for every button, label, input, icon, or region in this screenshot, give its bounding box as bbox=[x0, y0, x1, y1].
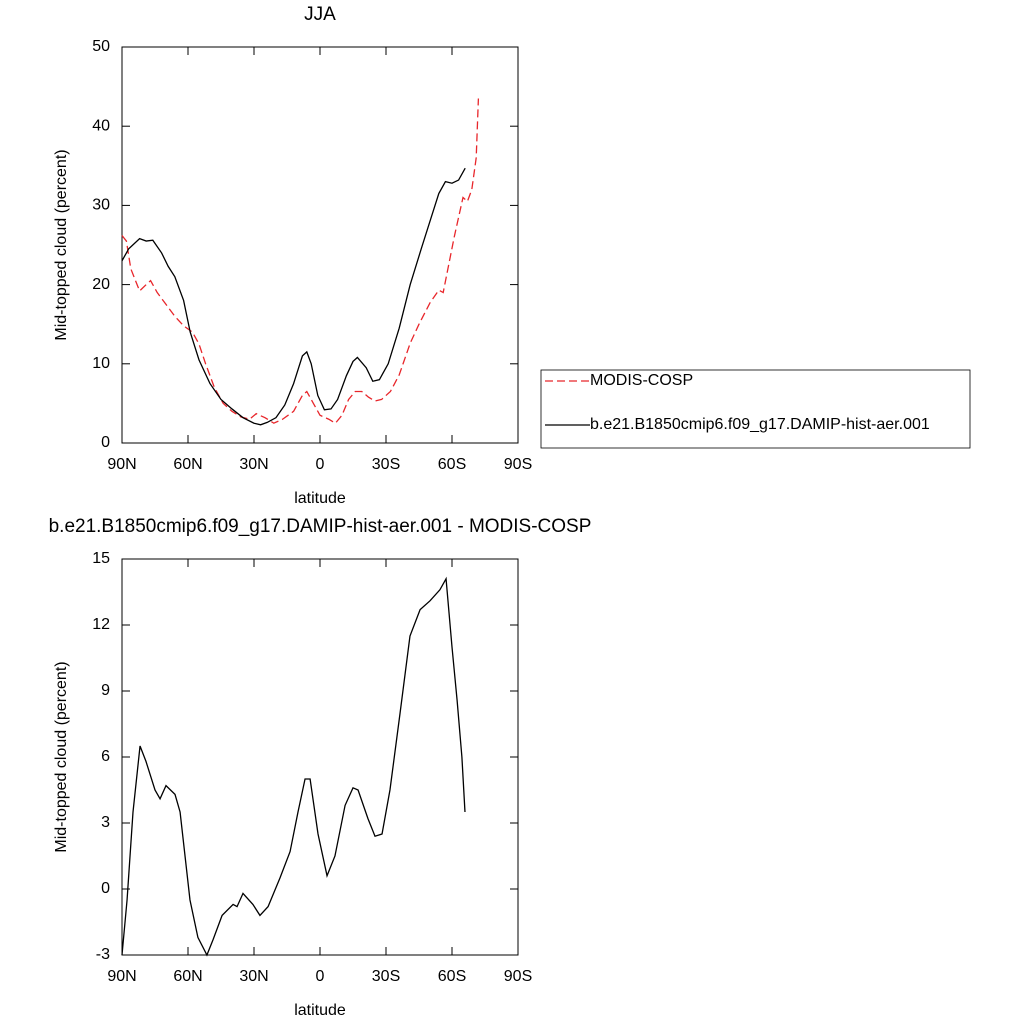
y-tick-label: 15 bbox=[92, 550, 110, 567]
legend-label: b.e21.B1850cmip6.f09_g17.DAMIP-hist-aer.… bbox=[590, 416, 930, 433]
x-axis-label: latitude bbox=[294, 490, 346, 507]
y-tick-label: 20 bbox=[92, 276, 110, 293]
x-axis-label: latitude bbox=[294, 1002, 346, 1019]
series-line bbox=[121, 576, 466, 957]
x-tick-label: 60S bbox=[438, 456, 466, 473]
legend-box bbox=[540, 369, 971, 449]
y-tick-label: 0 bbox=[101, 880, 110, 897]
plot-frame bbox=[121, 46, 519, 444]
y-tick-label: 9 bbox=[101, 682, 110, 699]
x-tick-label: 0 bbox=[316, 456, 325, 473]
y-tick-label: 3 bbox=[101, 814, 110, 831]
x-tick-label: 30S bbox=[372, 456, 400, 473]
x-tick-label: 30S bbox=[372, 968, 400, 985]
y-tick-label: 30 bbox=[92, 197, 110, 214]
legend: MODIS-COSP b.e21.B1850cmip6.f09_g17.DAMIP… bbox=[540, 369, 971, 449]
y-tick-label: -3 bbox=[96, 946, 110, 963]
plot-frame bbox=[121, 558, 519, 956]
x-tick-label: 0 bbox=[316, 968, 325, 985]
x-tick-label: 90N bbox=[107, 968, 136, 985]
y-tick-label: 12 bbox=[92, 616, 110, 633]
x-tick-label: 60S bbox=[438, 968, 466, 985]
x-tick-label: 90S bbox=[504, 456, 532, 473]
legend-label: MODIS-COSP bbox=[590, 372, 693, 389]
y-tick-label: 6 bbox=[101, 748, 110, 765]
y-tick-label: 40 bbox=[92, 117, 110, 134]
series-line bbox=[121, 167, 466, 426]
panel: JJA latitude Mid-topped cloud (percent) 90N… bbox=[53, 4, 971, 507]
x-tick-label: 60N bbox=[173, 968, 202, 985]
y-tick-label: 10 bbox=[92, 355, 110, 372]
y-tick-label: 0 bbox=[101, 434, 110, 451]
x-tick-label: 60N bbox=[173, 456, 202, 473]
x-tick-label: 30N bbox=[239, 456, 268, 473]
panel: b.e21.B1850cmip6.f09_g17.DAMIP-hist-aer.… bbox=[49, 516, 592, 1019]
x-tick-label: 90S bbox=[504, 968, 532, 985]
chart-title: b.e21.B1850cmip6.f09_g17.DAMIP-hist-aer.… bbox=[49, 516, 592, 537]
x-tick-label: 90N bbox=[107, 456, 136, 473]
series-line bbox=[121, 98, 480, 425]
y-axis-label: Mid-topped cloud (percent) bbox=[53, 149, 70, 340]
y-axis-label: Mid-topped cloud (percent) bbox=[53, 661, 70, 852]
x-tick-label: 30N bbox=[239, 968, 268, 985]
chart-title: JJA bbox=[304, 4, 336, 25]
y-tick-label: 50 bbox=[92, 38, 110, 55]
